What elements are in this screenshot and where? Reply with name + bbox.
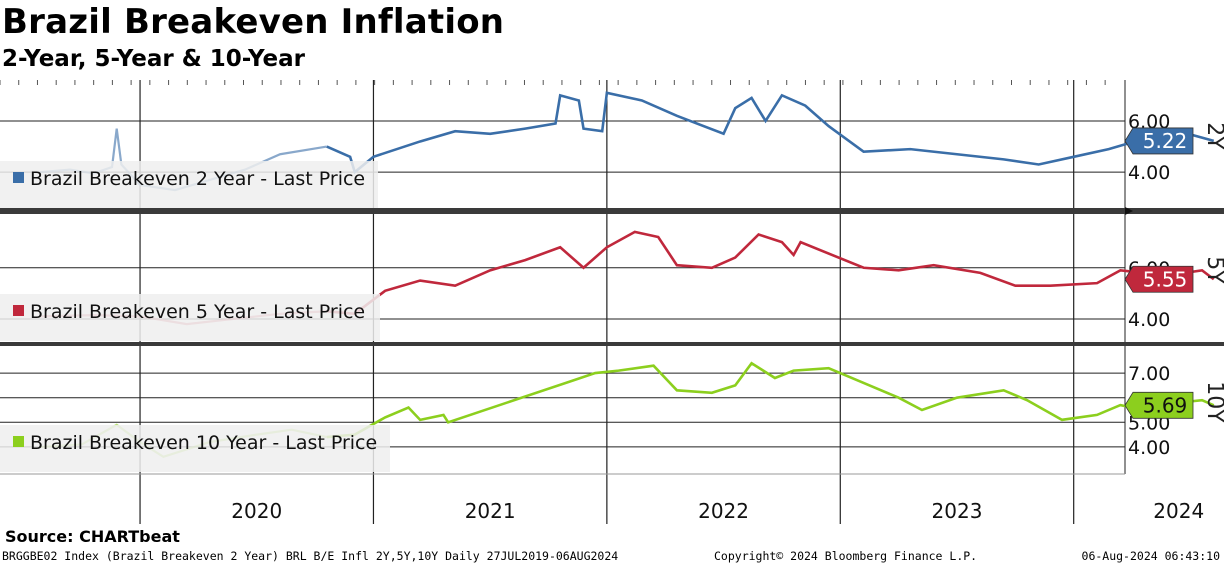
legend-label: Brazil Breakeven 5 Year - Last Price <box>30 301 365 323</box>
panel-separator <box>0 208 1224 214</box>
series-line <box>326 361 1215 439</box>
panel-tag: 5Y <box>1202 256 1224 284</box>
last-value-tag <box>1124 265 1194 293</box>
y-tick-label: 6.00 <box>1128 111 1170 133</box>
x-tick-label: 2022 <box>698 499 749 523</box>
last-value-label: 5.69 <box>1143 393 1188 417</box>
legend-swatch <box>13 436 24 447</box>
footer-copyright: Copyright© 2024 Bloomberg Finance L.P. <box>714 549 978 563</box>
panel-tag: 2Y <box>1202 122 1224 150</box>
y-tick-label: 4.00 <box>1128 437 1170 459</box>
x-tick-label: 2024 <box>1153 499 1204 523</box>
panel-tag: 10Y <box>1202 381 1224 423</box>
source-label: Source: CHARTbeat <box>5 527 180 546</box>
y-tick-label: 7.00 <box>1128 363 1170 385</box>
x-tick-label: 2020 <box>231 499 282 523</box>
series-line <box>326 230 1215 316</box>
legend-swatch <box>13 172 24 183</box>
y-tick-label: 4.00 <box>1128 162 1170 184</box>
x-tick-label: 2021 <box>465 499 516 523</box>
series-line <box>326 91 1215 175</box>
panel-separator <box>0 342 1224 346</box>
last-value-tag <box>1124 391 1194 419</box>
legend-label: Brazil Breakeven 10 Year - Last Price <box>30 432 377 454</box>
legend-swatch <box>13 305 24 316</box>
chart-title: Brazil Breakeven Inflation <box>2 2 505 42</box>
legend-box <box>0 161 378 208</box>
footer-ticker: BRGGBE02 Index (Brazil Breakeven 2 Year)… <box>2 549 619 563</box>
legend-label: Brazil Breakeven 2 Year - Last Price <box>30 168 365 190</box>
legend-box <box>0 425 390 472</box>
last-value-label: 5.55 <box>1143 267 1188 291</box>
separator-arrow <box>1125 207 1133 215</box>
chart-subtitle: 2-Year, 5-Year & 10-Year <box>2 46 305 72</box>
legend-box <box>0 294 380 341</box>
last-value-label: 5.22 <box>1143 129 1188 153</box>
x-tick-label: 2023 <box>932 499 983 523</box>
y-tick-label: 4.00 <box>1128 309 1170 331</box>
footer-timestamp: 06-Aug-2024 06:43:10 <box>1081 549 1220 563</box>
last-value-tag <box>1124 127 1194 155</box>
